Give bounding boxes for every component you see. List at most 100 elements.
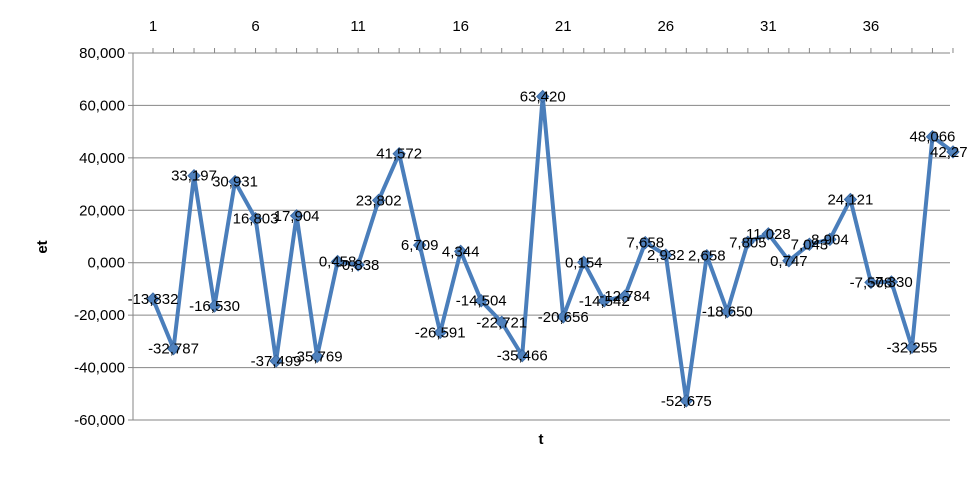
x-tick-label: 16 (452, 18, 469, 35)
x-tick-label: 26 (657, 18, 674, 35)
data-label: -26,591 (415, 324, 466, 341)
data-label: -32,787 (148, 341, 199, 358)
y-tick-label: 20,000 (79, 202, 125, 219)
data-label: -22,721 (476, 314, 527, 331)
data-label: -35,769 (292, 348, 343, 365)
data-point-marker (392, 147, 406, 161)
x-tick-label: 21 (555, 18, 572, 35)
data-point-marker (146, 292, 160, 306)
data-point-marker (905, 340, 919, 354)
data-point-marker (638, 235, 652, 250)
data-label: 24,121 (827, 191, 873, 208)
data-label: 30,931 (212, 174, 258, 191)
data-point-marker (453, 244, 468, 259)
data-label: 11,028 (746, 226, 791, 243)
data-point-marker (494, 315, 509, 329)
data-labels: -13,832 -32,787 33,197 -16,530 30,931 16,803 -… (128, 88, 967, 409)
data-point-marker (187, 168, 201, 183)
data-point-marker (310, 349, 324, 364)
data-point-marker (269, 354, 283, 368)
data-point-marker (720, 304, 735, 319)
y-tick-label: -40,000 (74, 360, 125, 377)
data-label: 0,747 (770, 253, 808, 270)
x-tick-label: 1 (149, 18, 157, 35)
data-point-marker (577, 255, 591, 270)
data-label: -12,784 (599, 288, 650, 305)
y-tick-label: -20,000 (74, 307, 125, 324)
data-label: -7,508 (850, 274, 893, 291)
y-tick-label: 0,000 (87, 255, 125, 272)
data-label: -0,838 (337, 257, 380, 274)
data-label: -18,650 (702, 304, 753, 321)
data-label: 0,458 (319, 254, 357, 271)
data-point-marker (556, 310, 570, 324)
data-point-marker (207, 299, 222, 313)
data-label: 2,658 (688, 248, 726, 265)
data-label: -13,832 (128, 291, 179, 308)
series-path (151, 94, 955, 403)
data-label: 33,197 (171, 168, 217, 185)
data-label: -20,656 (538, 309, 589, 326)
data-point-marker (782, 254, 796, 268)
data-label: 0,154 (565, 254, 603, 271)
x-tick-label: 36 (863, 18, 880, 35)
data-point-marker (659, 248, 673, 262)
data-point-marker (289, 209, 304, 223)
data-point-marker (741, 235, 755, 249)
data-label: -37,499 (251, 353, 302, 370)
data-label: 7,658 (627, 235, 665, 252)
x-axis-title: t (539, 431, 544, 448)
data-point-marker (946, 145, 960, 159)
data-point-marker (228, 174, 242, 189)
data-point-marker (597, 294, 611, 308)
data-label: -7,330 (870, 274, 913, 291)
x-tick-label: 6 (251, 18, 259, 35)
data-point-marker (618, 289, 632, 303)
data-point-marker (802, 237, 817, 251)
x-tick-label: 11 (350, 18, 366, 35)
data-label: 6,709 (401, 237, 439, 254)
data-point-marker (412, 238, 427, 252)
data-point-marker (166, 341, 181, 356)
data-label: -35,466 (497, 348, 548, 365)
data-label: -32,255 (887, 339, 938, 356)
data-label: 7,805 (729, 234, 767, 251)
data-label: -14,504 (456, 293, 507, 310)
data-point-marker (536, 89, 550, 104)
data-point-marker (371, 193, 386, 208)
data-label: -14,542 (579, 293, 630, 310)
series-line (151, 94, 955, 403)
data-point-marker (515, 348, 529, 363)
data-point-marker (843, 192, 858, 207)
y-tick-label: -60,000 (74, 412, 125, 429)
y-tick-label: 60,000 (79, 97, 125, 114)
data-point-marker (351, 258, 365, 272)
data-label: 63,420 (520, 88, 566, 105)
y-tick-label: 80,000 (79, 45, 125, 62)
data-point-marker (248, 211, 263, 226)
data-label: 16,803 (233, 211, 279, 228)
y-axis-title: et (34, 240, 51, 253)
data-label: 42,272 (930, 144, 967, 161)
data-label: -16,530 (189, 298, 240, 315)
data-markers (146, 89, 960, 408)
data-label: 7,043 (791, 236, 829, 253)
data-label: 4,344 (442, 243, 480, 260)
axes: 80,000 60,000 40,000 20,000 0,000 -20,000 -40,… (74, 18, 954, 429)
data-point-marker (761, 227, 776, 241)
data-label: 8,904 (811, 231, 849, 248)
data-label: 17,904 (274, 208, 320, 225)
data-label: 23,802 (356, 192, 402, 209)
data-label: 48,066 (910, 129, 956, 146)
data-point-marker (823, 232, 837, 247)
data-label: 41,572 (376, 146, 422, 163)
data-point-marker (925, 130, 940, 144)
data-point-marker (700, 249, 714, 263)
data-label: -52,675 (661, 393, 712, 410)
data-point-marker (864, 275, 878, 290)
data-point-marker (474, 294, 488, 308)
data-point-marker (679, 394, 694, 408)
data-label: 2,932 (647, 247, 685, 264)
